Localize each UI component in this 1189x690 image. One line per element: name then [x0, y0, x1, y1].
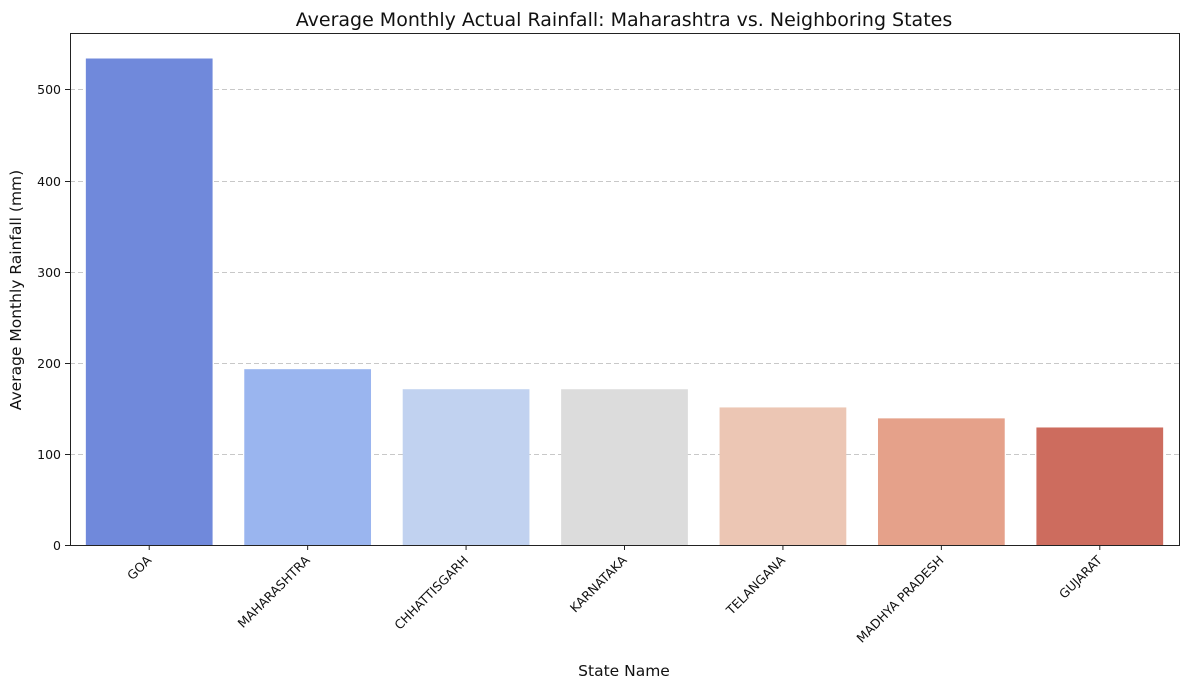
x-tick-label: MAHARASHTRA [234, 552, 313, 631]
bar-gujarat [1036, 427, 1164, 545]
y-tick-label: 300 [37, 265, 61, 280]
x-tick-label: KARNATAKA [567, 552, 630, 615]
bar-madhya-pradesh [877, 418, 1005, 545]
plot-frame [70, 33, 1180, 546]
x-tick-label: TELANGANA [722, 552, 788, 618]
bar-karnataka [561, 389, 688, 545]
x-tick-label: MADHYA PRADESH [853, 553, 946, 646]
chart-title: Average Monthly Actual Rainfall: Maharas… [296, 9, 953, 31]
y-tick-label: 400 [37, 174, 61, 189]
bars [85, 58, 1164, 545]
bar-goa [85, 58, 213, 545]
y-tick-label: 200 [37, 356, 61, 371]
bar-telangana [719, 407, 847, 545]
bar-maharashtra [244, 369, 372, 545]
x-axis-label: State Name [578, 662, 670, 680]
y-tick-label: 0 [53, 538, 61, 553]
x-tick-label: CHHATTISGARH [391, 553, 471, 633]
x-tick-label: GOA [124, 552, 155, 583]
x-tick-label: GUJARAT [1056, 552, 1105, 601]
x-axis-ticks: GOA MAHARASHTRA CHHATTISGARH KARNATAKA TELAN… [124, 545, 1105, 646]
bar-chhattisgarh [402, 389, 530, 545]
y-tick-label: 500 [37, 82, 61, 97]
y-tick-label: 100 [37, 447, 61, 462]
y-axis-label: Average Monthly Rainfall (mm) [7, 170, 25, 410]
y-axis-ticks: 0 100 200 300 400 500 [37, 82, 70, 553]
